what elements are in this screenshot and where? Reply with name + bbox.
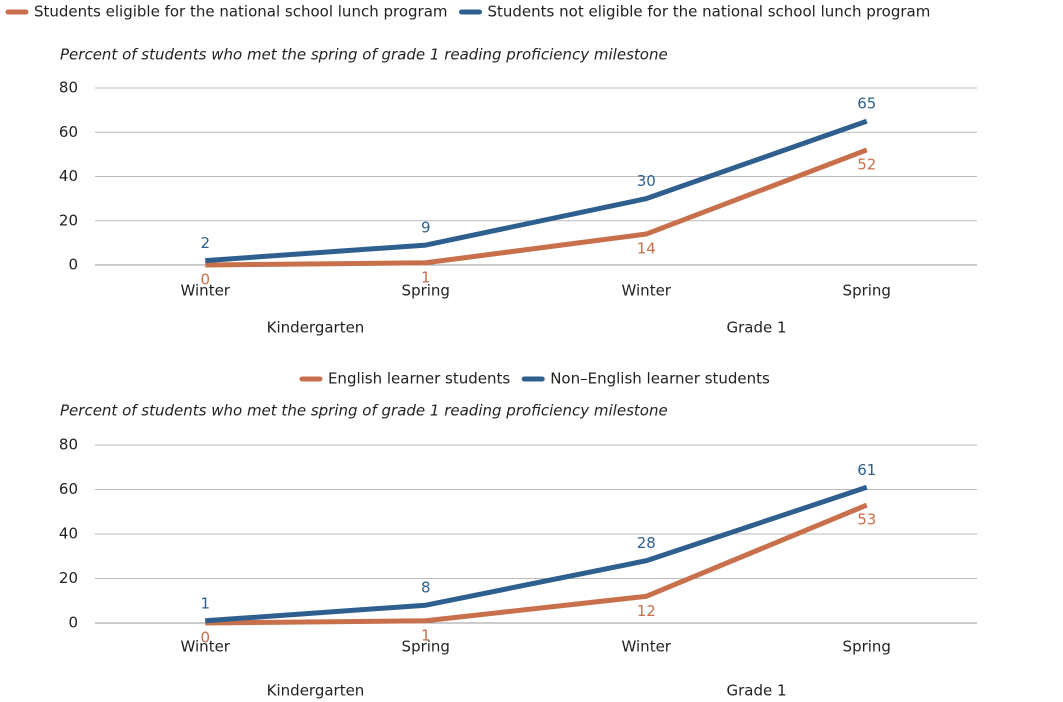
x-tick-label: Spring [843, 282, 891, 300]
y-axis-title: Percent of students who met the spring o… [60, 46, 668, 64]
data-label: 53 [857, 511, 876, 529]
data-label: 1 [421, 268, 431, 286]
series-line [205, 118, 868, 264]
data-label: 30 [637, 172, 656, 190]
legend: Students eligible for the national schoo… [5, 3, 931, 21]
legend-label: Students eligible for the national schoo… [34, 3, 448, 21]
y-tick-label: 40 [59, 167, 78, 185]
data-label: 2 [200, 234, 210, 252]
group-label: Grade 1 [726, 682, 786, 700]
data-label: 65 [857, 95, 876, 113]
data-label: 1 [200, 594, 210, 612]
data-label: 8 [421, 579, 431, 597]
legend-label: Students not eligible for the national s… [488, 3, 931, 21]
data-label: 9 [421, 219, 431, 237]
data-label: 14 [637, 240, 656, 258]
data-label: 28 [637, 534, 656, 552]
y-tick-label: 20 [59, 211, 78, 229]
x-tick-label: Winter [622, 282, 672, 300]
series-line [205, 484, 868, 624]
y-tick-label: 60 [59, 480, 78, 498]
group-label: Kindergarten [267, 319, 365, 337]
series-line [205, 502, 868, 626]
y-tick-label: 40 [59, 525, 78, 543]
data-label: 0 [200, 629, 210, 647]
group-label: Kindergarten [267, 682, 365, 700]
legend-label: Non–English learner students [550, 370, 770, 388]
group-label: Grade 1 [726, 319, 786, 337]
y-tick-label: 0 [68, 614, 78, 632]
y-tick-label: 60 [59, 123, 78, 141]
series-line [205, 147, 868, 268]
chart: Students eligible for the national schoo… [5, 3, 977, 337]
x-tick-label: Winter [181, 282, 231, 300]
x-tick-label: Spring [402, 638, 450, 656]
data-label: 52 [857, 155, 876, 173]
chart: English learner students Non–English lear… [59, 370, 977, 700]
y-axis-title: Percent of students who met the spring o… [60, 402, 668, 420]
x-tick-label: Winter [622, 638, 672, 656]
data-label: 12 [637, 602, 656, 620]
x-tick-label: Spring [843, 638, 891, 656]
data-label: 61 [857, 461, 876, 479]
x-tick-label: Winter [181, 638, 231, 656]
legend-label: English learner students [328, 370, 510, 388]
y-tick-label: 0 [68, 256, 78, 274]
data-label: 1 [421, 626, 431, 644]
data-label: 0 [200, 271, 210, 289]
x-tick-label: Spring [402, 282, 450, 300]
legend: English learner students Non–English lear… [299, 370, 770, 388]
y-tick-label: 80 [59, 436, 78, 454]
y-tick-label: 80 [59, 79, 78, 97]
y-tick-label: 20 [59, 569, 78, 587]
